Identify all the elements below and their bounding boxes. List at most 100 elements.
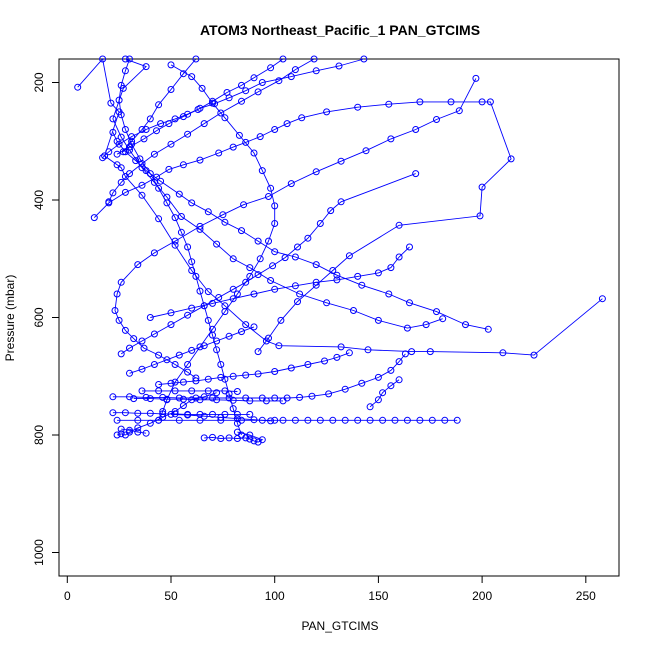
data-point [358,379,366,387]
data-point [155,387,163,395]
data-point [312,261,320,269]
data-point [308,392,316,400]
data-point [341,385,349,393]
data-point [130,395,138,403]
series-3 [109,128,492,333]
data-point [196,343,204,351]
series-19 [155,349,353,388]
data-point [159,413,167,421]
data-point [109,189,117,197]
data-point [179,378,187,386]
data-point [325,390,333,398]
data-point [350,307,357,314]
data-point [235,131,243,139]
series-5 [111,74,480,382]
data-point [175,416,183,424]
data-point [150,361,158,368]
data-point [213,389,221,397]
data-point [142,393,150,401]
series-9 [99,55,368,162]
data-point [101,152,109,160]
data-point [126,393,133,401]
data-point [291,66,299,74]
data-point [184,411,192,419]
data-point [153,173,160,181]
data-point [233,410,241,418]
data-point [354,416,362,424]
data-point [269,262,277,270]
data-point [233,415,241,423]
data-point [138,126,146,133]
data-point [146,395,154,403]
data-point [175,190,183,198]
data-point [109,115,117,123]
series-25 [366,376,403,411]
data-point [117,111,125,119]
data-point [184,368,192,376]
series-1 [74,55,606,359]
data-point [391,416,399,424]
data-point [200,120,208,128]
x-tick-label: 0 [64,589,71,603]
data-point [428,416,436,424]
data-point [209,394,216,402]
data-point [138,181,146,189]
data-point [271,416,279,424]
data-point [113,416,121,424]
series-12-line [118,58,242,436]
data-point [250,416,258,424]
data-point [395,253,403,261]
series-20-line [129,326,255,374]
data-point [233,388,241,395]
data-point [204,387,212,395]
series-24 [117,425,150,437]
data-point [246,431,254,439]
data-point [184,311,192,319]
data-point [345,252,353,260]
data-point [258,436,266,444]
data-point [416,98,424,106]
series-21-line [133,398,283,402]
data-point [408,348,416,356]
series-19-line [158,352,350,385]
data-point [379,389,387,397]
data-point [486,98,494,106]
data-point [167,86,175,93]
data-point [238,227,245,235]
data-point [134,424,142,432]
data-point [109,393,117,401]
series-6 [117,170,420,358]
data-point [165,120,173,128]
data-point [329,416,337,424]
data-point [439,315,447,323]
data-point [171,214,179,222]
data-point [287,180,295,188]
data-point [329,267,337,274]
data-point [117,178,125,186]
data-point [426,348,434,356]
data-point [291,282,299,290]
x-tick-label: 150 [368,589,388,603]
data-point [250,74,258,82]
data-point [403,416,411,424]
data-point [196,410,204,418]
data-point [258,167,266,175]
data-point [250,437,258,445]
data-point [246,410,254,418]
data-point [177,228,185,236]
data-point [271,248,279,256]
data-point [142,126,150,133]
series-3-line [112,132,489,330]
data-point [327,207,335,215]
data-point [167,410,175,418]
data-point [117,133,125,141]
data-point [209,299,216,307]
data-point [291,253,299,261]
data-point [296,290,304,298]
data-point [136,155,144,163]
data-point [267,184,275,192]
data-point [312,67,320,75]
data-point [150,150,158,158]
data-point [507,155,515,163]
data-point [217,361,225,368]
